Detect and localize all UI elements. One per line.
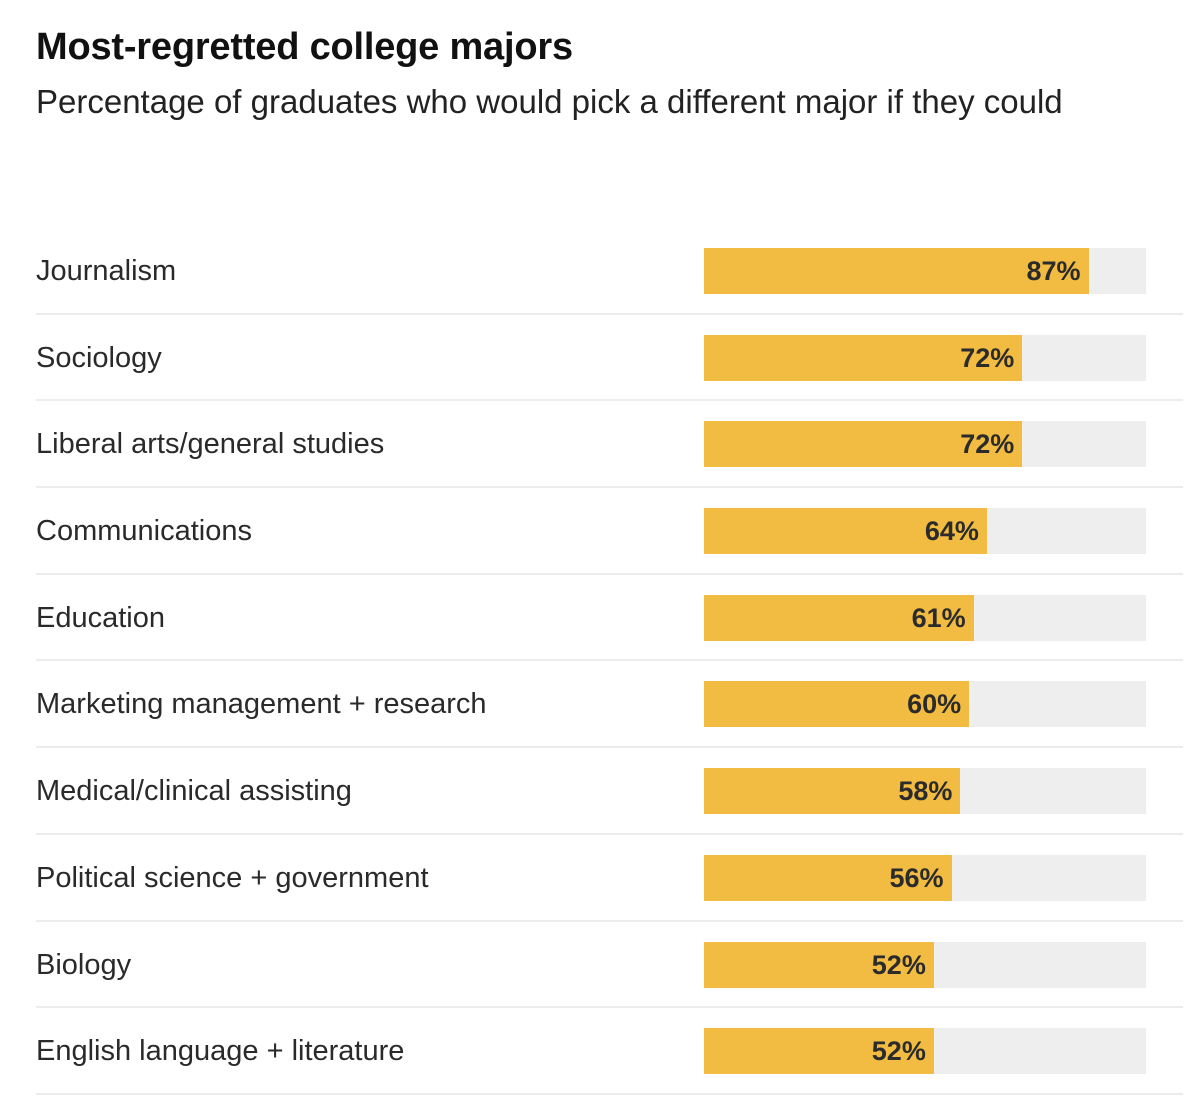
row-divider <box>36 486 1183 489</box>
category-label: Marketing management + research <box>36 688 487 721</box>
bar-row: English language + literature 52% <box>0 1008 1197 1095</box>
category-label: Education <box>36 601 165 634</box>
bar-row: Biology 52% <box>0 922 1197 1009</box>
category-label: Political science + government <box>36 861 429 894</box>
row-divider <box>36 1006 1183 1009</box>
category-label: Communications <box>36 515 252 548</box>
bar-row: Journalism 87% <box>0 228 1197 315</box>
row-divider <box>36 572 1183 575</box>
bar-track: 72% <box>704 334 1146 381</box>
bar-track: 61% <box>704 594 1146 641</box>
bar-track: 58% <box>704 768 1146 815</box>
value-label: 52% <box>871 949 926 980</box>
bar: 72% <box>704 421 1023 468</box>
value-label: 60% <box>907 689 962 720</box>
bar-row: Sociology 72% <box>0 315 1197 402</box>
bar-track: 87% <box>704 248 1146 294</box>
bar: 64% <box>704 508 987 555</box>
value-label: 72% <box>960 342 1015 373</box>
bar-track: 52% <box>704 941 1146 988</box>
bar: 52% <box>704 1028 934 1075</box>
category-label: Journalism <box>36 255 177 287</box>
row-divider <box>36 746 1183 749</box>
bar-rows: Journalism 87% Sociology 72% Liberal arts/ge… <box>0 228 1197 1095</box>
bar-track: 52% <box>704 1028 1146 1075</box>
bar-row: Marketing management + research 60% <box>0 661 1197 749</box>
category-label: Medical/clinical assisting <box>36 775 352 808</box>
bar-row: Education 61% <box>0 575 1197 662</box>
value-label: 58% <box>898 776 953 807</box>
bar: 58% <box>704 768 961 815</box>
row-divider <box>36 832 1183 835</box>
bar-row: Political science + government 56% <box>0 835 1197 922</box>
category-label: Biology <box>36 948 132 981</box>
row-divider <box>36 399 1183 402</box>
value-label: 61% <box>911 602 966 633</box>
value-label: 64% <box>924 516 979 547</box>
bar-row: Medical/clinical assisting 58% <box>0 748 1197 835</box>
bar: 72% <box>704 334 1023 381</box>
category-label: Sociology <box>36 341 162 374</box>
chart-title: Most-regretted college majors <box>36 26 573 68</box>
bar: 87% <box>704 248 1089 294</box>
chart-subtitle: Percentage of graduates who would pick a… <box>36 83 1063 120</box>
bar-track: 56% <box>704 854 1146 901</box>
bar-track: 72% <box>704 421 1146 468</box>
bar-row: Liberal arts/general studies 72% <box>0 401 1197 489</box>
bar: 56% <box>704 854 952 901</box>
bar: 60% <box>704 681 970 728</box>
row-divider <box>36 312 1183 315</box>
value-label: 72% <box>960 429 1015 460</box>
value-label: 87% <box>1026 256 1081 286</box>
category-label: Liberal arts/general studies <box>36 428 385 461</box>
row-divider <box>36 1092 1183 1095</box>
category-label: English language + literature <box>36 1035 405 1068</box>
bar-track: 64% <box>704 508 1146 555</box>
row-divider <box>36 659 1183 662</box>
value-label: 56% <box>889 862 944 893</box>
value-label: 52% <box>871 1036 926 1067</box>
bar: 61% <box>704 594 974 641</box>
bar-row: Communications 64% <box>0 488 1197 575</box>
bar: 52% <box>704 941 934 988</box>
row-divider <box>36 919 1183 922</box>
bar-track: 60% <box>704 681 1146 728</box>
